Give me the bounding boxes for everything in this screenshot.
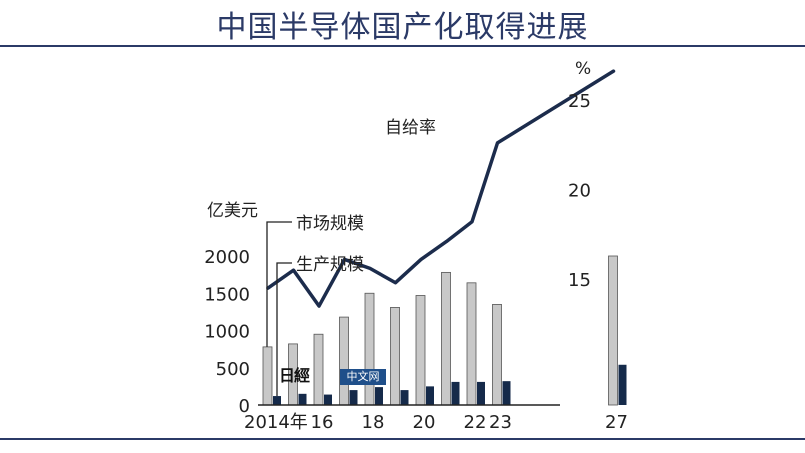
market-legend-leader [266, 221, 292, 347]
production-size-bar [298, 393, 307, 405]
production-size-bar [273, 396, 281, 405]
production-size-bar [477, 381, 485, 405]
axis-layer: 0 500 1000 1500 2000 2014年 16 18 20 22 23 27 15 20 25 [204, 91, 628, 433]
right-axis-tick-label: 20 [568, 181, 591, 202]
production-size-bar [451, 381, 460, 405]
production-size-bar [502, 381, 511, 405]
production-size-bar [426, 386, 434, 405]
page-title: 中国半导体国产化取得进展 [216, 10, 589, 45]
production-size-bar [375, 387, 383, 405]
left-axis-tick-label: 2000 [204, 247, 250, 268]
x-axis-tick-label: 16 [311, 412, 334, 433]
production-size-bar [349, 390, 358, 405]
x-axis-tick-label: 22 [464, 412, 487, 433]
x-axis-tick-label: 2014年 [244, 412, 308, 433]
market-size-bar [608, 255, 618, 406]
market-size-bar [441, 271, 451, 406]
x-axis-tick-label: 23 [489, 412, 512, 433]
production-legend-leader [276, 262, 292, 397]
right-axis-unit-label: % [575, 59, 591, 79]
market-size-bar [415, 295, 426, 406]
x-axis-tick-label: 20 [413, 412, 436, 433]
left-axis-unit-label: 亿美元 [207, 201, 258, 221]
right-axis-tick-label: 15 [568, 270, 591, 291]
nikkei-logo: 日經 [279, 366, 310, 385]
left-axis-tick-label: 1000 [204, 322, 250, 343]
line-series-label: 自给率 [385, 118, 436, 138]
market-size-bar [339, 316, 349, 406]
market-size-bar [492, 304, 502, 406]
watermark-badge: 中文网 [340, 369, 386, 385]
legend-production-size: 生产规模 [296, 255, 364, 275]
market-size-bar [466, 282, 477, 406]
footer-divider [0, 438, 805, 440]
legend-market-size: 市场规模 [296, 214, 364, 234]
production-size-bar [618, 364, 627, 405]
title-divider [0, 45, 805, 47]
market-size-bar [364, 292, 375, 406]
right-axis-tick-label: 25 [568, 91, 591, 112]
x-axis-tick-label: 27 [605, 412, 628, 433]
x-axis-tick-label: 18 [362, 412, 385, 433]
left-axis-tick-label: 1500 [204, 284, 250, 305]
market-size-bar [390, 307, 400, 406]
left-axis-tick-label: 0 [239, 396, 250, 417]
production-size-bar [324, 394, 332, 405]
self-sufficiency-line-layer: 自给率 [266, 69, 616, 308]
production-size-bar [400, 390, 409, 405]
market-size-bar [262, 346, 273, 406]
left-axis-tick-label: 500 [216, 359, 250, 380]
